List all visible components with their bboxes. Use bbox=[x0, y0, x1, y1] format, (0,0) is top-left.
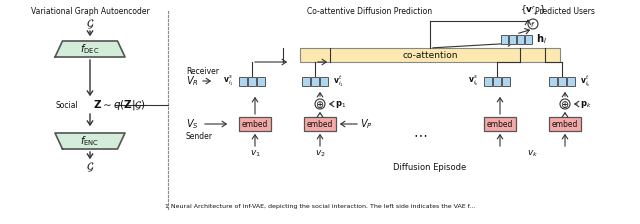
Polygon shape bbox=[55, 133, 125, 149]
FancyBboxPatch shape bbox=[239, 117, 271, 131]
FancyBboxPatch shape bbox=[300, 48, 560, 62]
Text: $V_S$: $V_S$ bbox=[186, 117, 199, 131]
Bar bbox=[549, 77, 557, 86]
Text: $\mathcal{G}$: $\mathcal{G}$ bbox=[86, 160, 94, 174]
Text: $\{{\bf v}_+^r\}$: $\{{\bf v}_+^r\}$ bbox=[520, 4, 546, 18]
Text: Receiver: Receiver bbox=[186, 67, 219, 75]
Text: $v_2$: $v_2$ bbox=[315, 149, 325, 159]
Text: $v_k$: $v_k$ bbox=[527, 149, 539, 159]
Text: Predicted Users: Predicted Users bbox=[535, 6, 595, 15]
Text: $V_P$: $V_P$ bbox=[360, 117, 372, 131]
Text: $\mathbf{Z} \sim q(\mathbf{Z}|\mathcal{G})$: $\mathbf{Z} \sim q(\mathbf{Z}|\mathcal{G… bbox=[93, 98, 146, 112]
Text: $f_{\mathrm{ENC}}$: $f_{\mathrm{ENC}}$ bbox=[81, 134, 100, 148]
Text: embed: embed bbox=[307, 119, 333, 129]
Bar bbox=[248, 77, 256, 86]
Text: $\oplus$: $\oplus$ bbox=[561, 99, 570, 110]
Text: Sender: Sender bbox=[186, 131, 213, 140]
Text: $\mathbf{p}_1$: $\mathbf{p}_1$ bbox=[335, 99, 346, 110]
Text: $\mathbf{v}^s_{i_1}$: $\mathbf{v}^s_{i_1}$ bbox=[223, 74, 234, 88]
Text: $\mathbf{v}^s_{i_k}$: $\mathbf{v}^s_{i_k}$ bbox=[468, 74, 479, 88]
Bar bbox=[502, 77, 510, 86]
Bar bbox=[516, 34, 524, 43]
Text: embed: embed bbox=[552, 119, 578, 129]
Bar bbox=[493, 77, 501, 86]
Text: $\cdots$: $\cdots$ bbox=[413, 127, 427, 141]
Polygon shape bbox=[55, 41, 125, 57]
Text: embed: embed bbox=[242, 119, 268, 129]
Text: Social: Social bbox=[55, 101, 77, 110]
Text: Variational Graph Autoencoder: Variational Graph Autoencoder bbox=[31, 6, 149, 15]
Text: Co-attentive Diffusion Prediction: Co-attentive Diffusion Prediction bbox=[307, 6, 433, 15]
Bar bbox=[311, 77, 319, 86]
Bar bbox=[239, 77, 247, 86]
Text: $v_1$: $v_1$ bbox=[250, 149, 260, 159]
Text: $\mathbf{v}^t_{i_k}$: $\mathbf{v}^t_{i_k}$ bbox=[580, 73, 591, 89]
Bar bbox=[500, 34, 508, 43]
Text: $\mathcal{G}$: $\mathcal{G}$ bbox=[86, 17, 94, 31]
Text: $V_R$: $V_R$ bbox=[186, 74, 198, 88]
Bar bbox=[509, 34, 515, 43]
Bar bbox=[567, 77, 575, 86]
Text: co-attention: co-attention bbox=[403, 50, 458, 60]
Text: Diffusion Episode: Diffusion Episode bbox=[394, 162, 467, 172]
Bar bbox=[525, 34, 531, 43]
Text: $f_{\mathrm{DEC}}$: $f_{\mathrm{DEC}}$ bbox=[81, 42, 100, 56]
Text: $\mathbf{v}^t_{i_1}$: $\mathbf{v}^t_{i_1}$ bbox=[333, 73, 344, 89]
FancyBboxPatch shape bbox=[304, 117, 336, 131]
Bar bbox=[320, 77, 328, 86]
Text: $f$: $f$ bbox=[531, 19, 536, 28]
Bar bbox=[257, 77, 265, 86]
FancyBboxPatch shape bbox=[484, 117, 516, 131]
Bar bbox=[558, 77, 566, 86]
Text: $\oplus$: $\oplus$ bbox=[316, 99, 324, 110]
Text: 1 Neural Architecture of Inf-VAE, depicting the social interaction. The left sid: 1 Neural Architecture of Inf-VAE, depict… bbox=[165, 203, 475, 209]
Text: embed: embed bbox=[487, 119, 513, 129]
Text: $\mathbf{p}_k$: $\mathbf{p}_k$ bbox=[580, 99, 591, 110]
Text: $\mathbf{h}_I$: $\mathbf{h}_I$ bbox=[536, 32, 547, 46]
FancyBboxPatch shape bbox=[549, 117, 581, 131]
Bar bbox=[484, 77, 492, 86]
Bar bbox=[302, 77, 310, 86]
